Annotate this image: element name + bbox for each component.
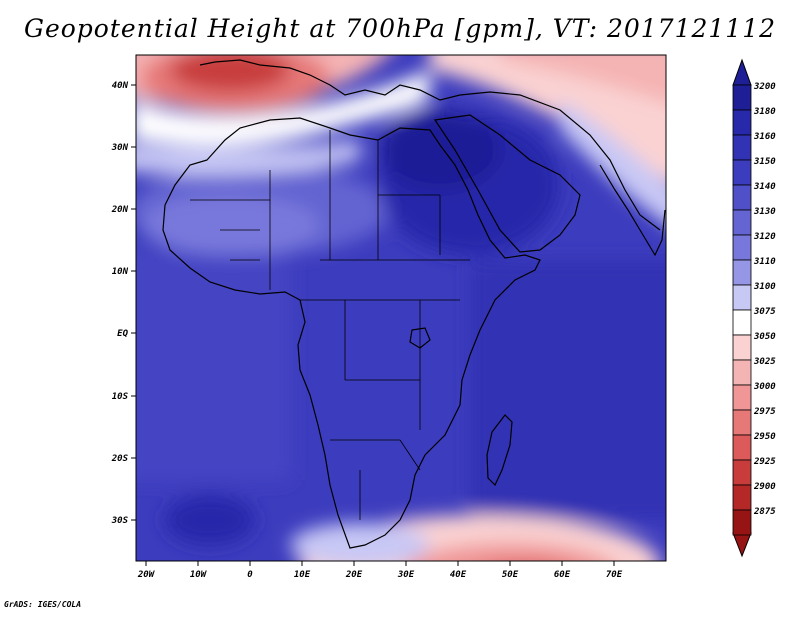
colorbar-label: 3100 (753, 282, 776, 292)
x-tick-label: 70E (606, 570, 623, 580)
colorbar-cell (732, 484, 752, 511)
y-tick-label: 10S (112, 392, 129, 402)
iberia-low (170, 55, 290, 92)
y-tick-label: 30S (111, 516, 129, 526)
colorbar-cell (732, 234, 752, 261)
colorbar-label: 3150 (753, 157, 776, 167)
colorbar-cell (732, 109, 752, 136)
colorbar-cell (732, 84, 752, 111)
colorbar-label: 2975 (753, 407, 776, 417)
africa-coastline (162, 117, 541, 549)
x-tick-label: 40E (450, 570, 467, 580)
x-axis: 20W 10W 0 10E 20E 30E 40E 50E 60E 70E (137, 561, 623, 580)
colorbar-cell (732, 359, 752, 386)
sahara-high-band (136, 70, 430, 147)
colorbar-label: 3130 (753, 207, 776, 217)
colorbar: 3200 3180 3160 3150 3140 3130 3120 3110 … (732, 58, 776, 558)
madagascar-coastline (486, 414, 513, 487)
colorbar-cells (732, 84, 752, 536)
colorbar-cell (732, 134, 752, 161)
colorbar-cell (732, 284, 752, 311)
map-title: Geopotential Height at 700hPa [gpm], VT:… (23, 14, 777, 43)
x-tick-label: 30E (397, 570, 415, 580)
india-lavender (560, 100, 666, 225)
y-axis: 40N 30N 20N 10N EQ 10S 20S 30S (111, 81, 136, 526)
x-tick-label: 0 (247, 570, 253, 580)
indian-ocean-high (470, 260, 666, 520)
south-africa-light (290, 523, 430, 561)
india-coastline (599, 164, 666, 257)
africa-borders (190, 130, 470, 520)
arabia-coastline (433, 114, 581, 253)
colorbar-cell (732, 459, 752, 486)
colorbar-bottom-arrow (732, 532, 752, 558)
sahara-lavender (136, 140, 360, 176)
y-tick-label: 30N (111, 143, 129, 153)
colorbar-label: 3140 (753, 182, 776, 192)
y-tick-label: EQ (117, 329, 128, 339)
x-tick-label: 20W (137, 570, 156, 580)
lake-victoria (409, 327, 431, 349)
colorbar-cell (732, 184, 752, 211)
west-africa-band (140, 195, 320, 255)
colorbar-cell (732, 409, 752, 436)
colorbar-cell (732, 259, 752, 286)
colorbar-label: 3180 (753, 107, 776, 117)
colorbar-cell (732, 159, 752, 186)
y-tick-label: 20N (111, 205, 129, 215)
y-tick-label: 10N (112, 267, 129, 277)
colorbar-label: 2950 (753, 432, 776, 442)
coastlines (162, 59, 666, 549)
asia-band-inner (500, 55, 666, 103)
x-tick-label: 10E (294, 570, 311, 580)
colorbar-label: 3120 (753, 232, 776, 242)
colorbar-top-arrow (732, 58, 752, 86)
credit-label: GrADS: IGES/COLA (4, 600, 82, 609)
south-atlantic-high (165, 495, 255, 545)
colorbar-cell (732, 384, 752, 411)
colorbar-label: 3025 (753, 357, 776, 367)
colorbar-label: 3110 (753, 257, 776, 267)
colorbar-cell (732, 434, 752, 461)
colorbar-cell (732, 334, 752, 361)
map-field (136, 55, 666, 598)
colorbar-cell (732, 309, 752, 336)
colorbar-label: 3050 (753, 332, 776, 342)
x-tick-label: 60E (554, 570, 571, 580)
red-sea-core (380, 110, 500, 190)
atlantic-field (136, 250, 290, 480)
plot-frame (135, 54, 667, 562)
colorbar-cell (732, 209, 752, 236)
y-tick-label: 20S (111, 454, 129, 464)
colorbar-label: 2900 (753, 482, 776, 492)
colorbar-cell (732, 509, 752, 536)
y-tick-label: 40N (112, 81, 129, 91)
colorbar-label: 2875 (753, 507, 776, 517)
southern-ocean-low (470, 562, 580, 598)
x-tick-label: 20E (345, 570, 363, 580)
colorbar-label: 2925 (753, 457, 776, 467)
colorbar-label: 3160 (753, 132, 776, 142)
southern-ocean-trough (411, 543, 609, 561)
asia-high-band (430, 55, 666, 180)
europe-coastline (199, 59, 661, 231)
colorbar-label: 3200 (753, 82, 776, 92)
x-tick-label: 10W (190, 570, 208, 580)
colorbar-label: 3000 (753, 382, 776, 392)
x-tick-label: 50E (502, 570, 519, 580)
colorbar-label: 3075 (753, 307, 776, 317)
